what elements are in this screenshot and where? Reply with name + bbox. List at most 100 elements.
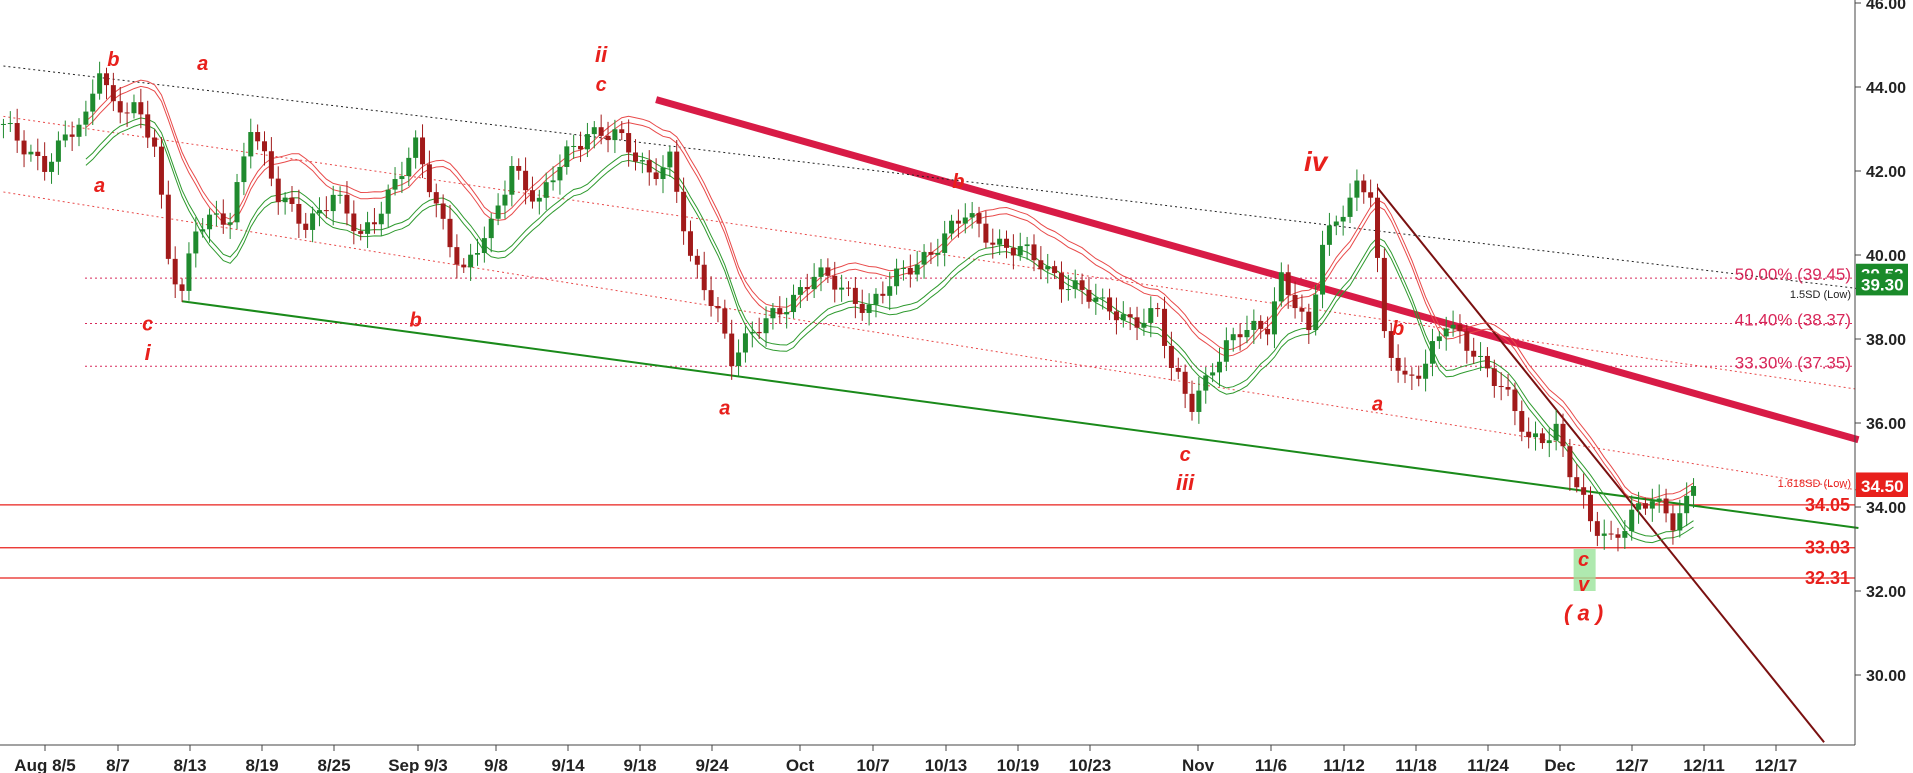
candle-body xyxy=(1100,297,1106,299)
candle-body xyxy=(763,318,769,334)
candle-body xyxy=(791,294,797,313)
candle-body xyxy=(193,231,199,254)
candle-body xyxy=(921,252,927,265)
candle-body xyxy=(310,213,316,230)
candle-body xyxy=(660,167,666,180)
candle-body xyxy=(1498,385,1504,388)
resistance-trendline xyxy=(655,96,1860,444)
candle-body xyxy=(1526,431,1532,438)
price-tag-lower-text: 34.50 xyxy=(1861,477,1904,496)
level-value-label: 32.31 xyxy=(1805,568,1850,588)
candle-body xyxy=(42,156,48,172)
candle-body xyxy=(110,85,116,102)
candle-body xyxy=(564,146,570,167)
candle-body xyxy=(715,305,721,309)
candle-body xyxy=(1608,533,1614,535)
candle-body xyxy=(1539,433,1545,444)
candle-body xyxy=(1017,246,1023,256)
candle-body xyxy=(1107,297,1113,312)
candle-body xyxy=(1113,311,1119,321)
candle-body xyxy=(1278,272,1284,302)
candle-body xyxy=(330,194,336,212)
candle-body xyxy=(433,192,439,204)
candle-body xyxy=(179,284,185,291)
candle-body xyxy=(1244,329,1250,338)
candle-body xyxy=(674,151,680,192)
wave-label: a xyxy=(197,53,208,75)
candle-body xyxy=(1072,280,1078,290)
candle-body xyxy=(742,333,748,353)
candle-body xyxy=(1141,322,1147,328)
y-tick-label: 34.00 xyxy=(1866,500,1906,517)
candle-body xyxy=(1478,355,1484,357)
candle-body xyxy=(262,141,268,152)
x-tick-label: 9/24 xyxy=(695,756,729,773)
x-tick-label: 9/14 xyxy=(551,756,585,773)
candle-body xyxy=(1601,533,1607,536)
candle-body xyxy=(749,331,755,334)
y-tick-label: 30.00 xyxy=(1866,668,1906,685)
candle-body xyxy=(303,223,309,230)
candle-body xyxy=(1182,371,1188,394)
candle-body xyxy=(227,222,233,225)
candle-body xyxy=(248,132,254,157)
candle-body xyxy=(1168,345,1174,368)
wave-label: b xyxy=(1392,318,1404,340)
candle-body xyxy=(234,182,240,223)
candle-body xyxy=(866,304,872,313)
candle-body xyxy=(1691,486,1697,496)
candle-body xyxy=(914,264,920,275)
candle-body xyxy=(1533,433,1539,438)
candle-body xyxy=(7,123,13,125)
candle-body xyxy=(14,123,20,141)
candle-body xyxy=(804,287,810,290)
candle-body xyxy=(1230,334,1236,341)
candle-body xyxy=(694,255,700,265)
candle-body xyxy=(35,151,41,157)
candle-body xyxy=(1484,355,1490,369)
candle-body xyxy=(131,102,137,114)
channel-dotted-line xyxy=(3,191,1859,491)
candle-body xyxy=(97,73,103,94)
candle-body xyxy=(1519,411,1525,432)
candle-body xyxy=(1320,244,1326,295)
candle-body xyxy=(454,247,460,265)
x-tick-label: 12/11 xyxy=(1683,756,1725,773)
candle-body xyxy=(1636,503,1642,510)
candle-body xyxy=(1642,503,1648,509)
candle-body xyxy=(1216,361,1222,373)
candle-body xyxy=(1010,247,1016,256)
candle-body xyxy=(406,157,412,177)
candle-body xyxy=(1553,423,1559,441)
candle-body xyxy=(1258,320,1264,329)
candle-body xyxy=(907,267,913,275)
candle-body xyxy=(983,223,989,243)
candle-body xyxy=(1251,320,1257,330)
candle-body xyxy=(1375,197,1381,258)
candle-body xyxy=(997,238,1003,245)
candle-body xyxy=(49,161,55,172)
candle-body xyxy=(777,308,783,315)
candle-body xyxy=(447,218,453,248)
candle-body xyxy=(1587,494,1593,522)
candle-body xyxy=(1395,357,1401,371)
price-tag-upper-bg xyxy=(1856,273,1908,296)
candles-layer xyxy=(0,61,1697,552)
candle-body xyxy=(28,151,34,155)
candle-body xyxy=(516,165,522,171)
candle-body xyxy=(1416,375,1422,379)
x-tick-label: 11/24 xyxy=(1467,756,1509,773)
candle-body xyxy=(612,129,618,141)
candle-body xyxy=(1065,289,1071,291)
candle-body xyxy=(69,134,75,137)
price-tag-lower-bg xyxy=(1856,475,1908,497)
x-tick-label: Nov xyxy=(1182,756,1215,773)
candle-body xyxy=(337,194,343,196)
candle-body xyxy=(55,140,61,162)
candle-body xyxy=(103,73,109,86)
candle-body xyxy=(1292,294,1298,309)
candle-body xyxy=(117,101,123,113)
